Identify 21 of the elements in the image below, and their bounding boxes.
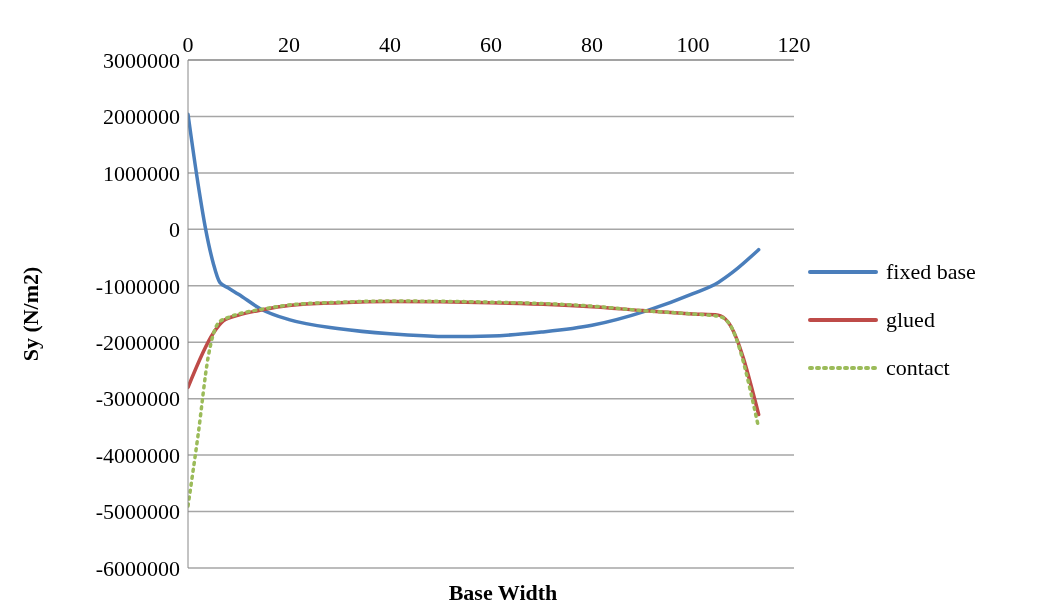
y-tick-label: -3000000 bbox=[95, 386, 180, 412]
y-tick-label: 1000000 bbox=[103, 160, 180, 186]
x-tick-label: 80 bbox=[581, 32, 603, 57]
legend-label: fixed base bbox=[886, 259, 976, 285]
y-axis-title: Sy (N/m2) bbox=[17, 266, 43, 362]
y-tick-label: 3000000 bbox=[103, 47, 180, 73]
y-tick-label: -4000000 bbox=[95, 442, 180, 468]
x-tick-label: 60 bbox=[480, 32, 502, 57]
y-tick-label: -5000000 bbox=[95, 499, 180, 525]
x-axis-title: Base Width bbox=[447, 580, 559, 606]
y-tick-label: 0 bbox=[169, 217, 180, 243]
y-tick-label: -6000000 bbox=[95, 555, 180, 581]
y-tick-label: -1000000 bbox=[95, 273, 180, 299]
x-tick-label: 120 bbox=[777, 32, 811, 57]
y-tick-label: -2000000 bbox=[95, 330, 180, 356]
x-tick-label: 100 bbox=[676, 32, 710, 57]
x-tick-label: 20 bbox=[278, 32, 300, 57]
y-tick-label: 2000000 bbox=[103, 104, 180, 130]
legend-label: contact bbox=[886, 355, 950, 381]
x-tick-label: 40 bbox=[379, 32, 401, 57]
legend-label: glued bbox=[886, 307, 935, 333]
